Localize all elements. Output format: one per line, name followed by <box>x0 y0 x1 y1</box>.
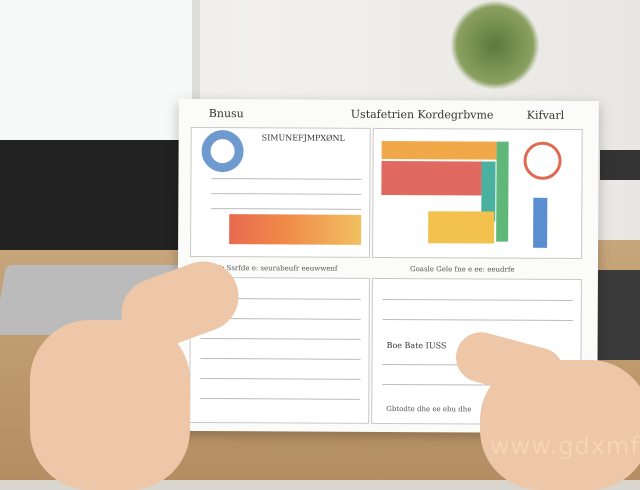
green-bar <box>496 141 509 242</box>
right-hand <box>480 360 640 490</box>
header-right: Kifvarl <box>526 108 565 122</box>
blue-bar <box>533 197 548 248</box>
section-row-right: Goasle Gele fne e ee: eeudrfe <box>409 265 515 274</box>
heatmap-bar <box>229 214 362 245</box>
header-center: Ustafetrien Kordegrbvme <box>350 107 494 122</box>
donut-chart <box>201 130 244 173</box>
bottom-row: Gbtodte dhe ee ebu dhe <box>386 404 472 414</box>
yellow-block <box>428 211 495 244</box>
right-top-panel <box>372 127 583 260</box>
left-hand <box>30 320 190 490</box>
monitor <box>0 140 180 250</box>
left-top-panel: SIMUNEFJMPXØNL <box>190 126 371 258</box>
monitor-right <box>600 150 640 180</box>
panel-title: SIMUNEFJMPXØNL <box>261 133 345 143</box>
red-block <box>381 160 482 196</box>
window <box>0 0 200 150</box>
header-left: Bnusu <box>208 107 244 121</box>
laptop <box>590 270 640 360</box>
circle-icon <box>523 141 562 180</box>
lower-label: Boe Bate IUSS <box>386 340 447 351</box>
watermark: www.gdxmfw.com <box>490 432 640 460</box>
orange-bar <box>381 140 497 160</box>
plant <box>450 0 540 90</box>
